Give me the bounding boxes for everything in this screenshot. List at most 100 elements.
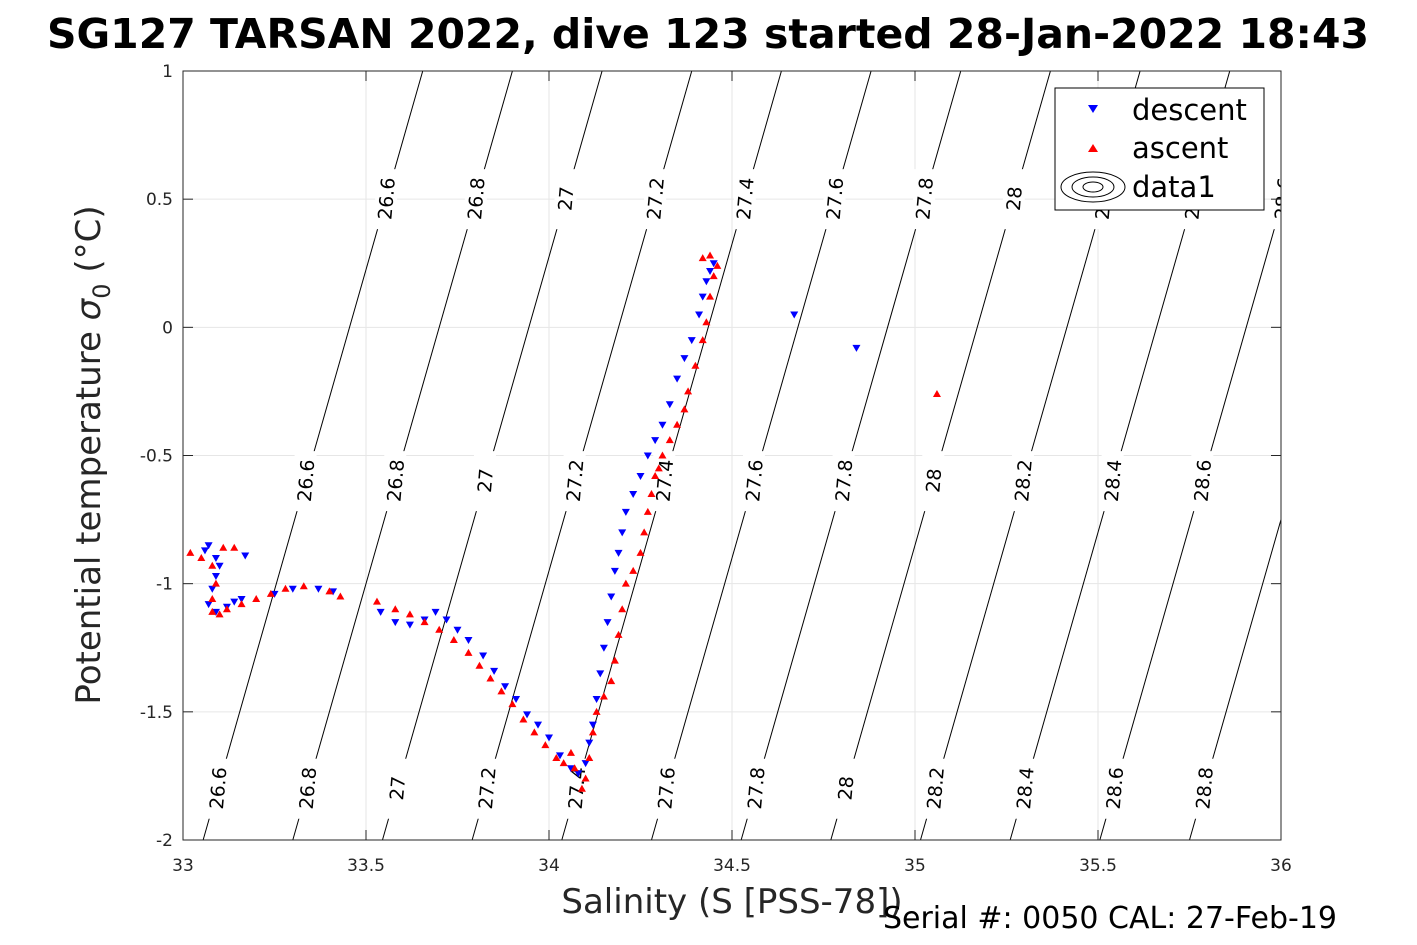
descent-point bbox=[585, 739, 594, 747]
isopycnal-label: 27.2 bbox=[643, 177, 669, 221]
descent-point bbox=[852, 344, 861, 352]
ascent-point bbox=[252, 595, 261, 603]
legend-box bbox=[1054, 87, 1265, 211]
legend-data1-label: data1 bbox=[1132, 170, 1216, 204]
isopycnal-label: 28.8 bbox=[1361, 177, 1387, 221]
ascent-point bbox=[497, 687, 506, 695]
descent-point bbox=[599, 644, 608, 652]
ascent-point bbox=[706, 292, 715, 300]
descent-point bbox=[636, 473, 645, 481]
y-tick-label: -1 bbox=[156, 575, 173, 595]
descent-point bbox=[790, 311, 799, 319]
descent-point bbox=[230, 598, 239, 606]
legend-contour-icon bbox=[1060, 171, 1126, 203]
descent-point bbox=[588, 721, 597, 729]
descent-point bbox=[442, 616, 451, 624]
ascent-point bbox=[647, 489, 656, 497]
descent-point bbox=[490, 667, 499, 675]
ascent-point bbox=[559, 759, 568, 767]
ascent-point bbox=[325, 587, 334, 595]
ascent-point bbox=[570, 764, 579, 772]
isopycnal-label-bg bbox=[1362, 169, 1384, 229]
isopycnal-label-bg bbox=[1013, 758, 1036, 819]
descent-point bbox=[673, 375, 682, 383]
ascent-point bbox=[709, 272, 718, 280]
x-tick-label: 33 bbox=[172, 856, 194, 876]
x-tick-label: 36 bbox=[1270, 856, 1292, 876]
ascent-point bbox=[186, 548, 195, 556]
ascent-point bbox=[281, 584, 290, 592]
y-axis-label-main: Potential temperature bbox=[69, 320, 109, 704]
ascent-point bbox=[336, 592, 345, 600]
isopycnal-line bbox=[1189, 517, 1281, 840]
ascent-point bbox=[219, 543, 228, 551]
x-tick-label: 34 bbox=[538, 856, 560, 876]
descent-point bbox=[241, 552, 250, 560]
descent-point bbox=[211, 572, 220, 580]
ascent-point bbox=[636, 548, 645, 556]
descent-point bbox=[603, 619, 612, 627]
isopycnal-label: 27.4 bbox=[733, 177, 759, 221]
ascent-point bbox=[435, 625, 444, 633]
ascent-point bbox=[610, 656, 619, 664]
descent-point bbox=[658, 421, 667, 429]
ascent-point bbox=[208, 561, 217, 569]
isopycnal-label-bg bbox=[913, 169, 936, 230]
descent-point bbox=[523, 711, 532, 719]
isopycnal-label-bg bbox=[475, 758, 498, 819]
isopycnal-label-bg bbox=[744, 758, 767, 819]
ascent-point bbox=[266, 589, 275, 597]
x-tick-label: 35.5 bbox=[1079, 856, 1117, 876]
ascent-point bbox=[629, 566, 638, 574]
ascent-point bbox=[643, 507, 652, 515]
isopycnal-label-bg bbox=[1101, 451, 1124, 512]
isopycnal-label: 27.8 bbox=[832, 459, 858, 503]
descent-point bbox=[665, 401, 674, 409]
isopycnal-label: 28 bbox=[922, 468, 946, 494]
legend: descent ascent data1 bbox=[1054, 87, 1265, 211]
isopycnal-label-bg bbox=[563, 451, 586, 512]
ascent-point bbox=[702, 318, 711, 326]
isopycnal-label-bg bbox=[823, 169, 846, 230]
descent-point bbox=[288, 585, 297, 593]
descent-point bbox=[621, 508, 630, 516]
ascent-point bbox=[932, 389, 941, 397]
descent-point bbox=[405, 621, 414, 629]
ascent-point bbox=[486, 674, 495, 682]
descent-point bbox=[574, 770, 583, 778]
ascent-point bbox=[215, 610, 224, 618]
ascent-point bbox=[618, 605, 627, 613]
y-axis-ticks: 1 0.5 0 -0.5 -1 -1.5 -2 bbox=[140, 62, 1281, 851]
ascent-point bbox=[665, 436, 674, 444]
ascent-point bbox=[599, 692, 608, 700]
descent-point bbox=[566, 765, 575, 773]
legend-ascent-marker bbox=[1088, 144, 1098, 152]
ascent-point bbox=[222, 605, 231, 613]
ascent-point bbox=[658, 451, 667, 459]
y-axis-label-unit: (°C) bbox=[69, 205, 109, 283]
descent-point bbox=[391, 619, 400, 627]
ascent-point bbox=[614, 630, 623, 638]
descent-point bbox=[614, 549, 623, 557]
descent-point bbox=[211, 555, 220, 563]
descent-point bbox=[464, 637, 473, 645]
isopycnal-label: 27 bbox=[386, 775, 410, 801]
isopycnal-label: 27.2 bbox=[563, 459, 589, 503]
descent-point bbox=[555, 752, 564, 760]
legend-ascent-label: ascent bbox=[1132, 131, 1228, 165]
isopycnal-label-bg bbox=[832, 451, 855, 512]
descent-point bbox=[501, 683, 510, 691]
ascent-point bbox=[391, 605, 400, 613]
ascent-point bbox=[713, 261, 722, 269]
descent-point bbox=[204, 601, 213, 609]
isopycnal-label: 28 bbox=[1003, 186, 1027, 212]
ascent-point bbox=[673, 420, 682, 428]
y-axis-label-sigma: σ bbox=[69, 297, 109, 320]
isopycnal-label: 28.4 bbox=[1101, 459, 1127, 503]
descent-point bbox=[629, 490, 638, 498]
isopycnal-label: 27.2 bbox=[475, 766, 501, 810]
ascent-point bbox=[566, 748, 575, 756]
descent-point bbox=[431, 608, 440, 616]
isopycnal-label: 28.2 bbox=[923, 766, 949, 810]
